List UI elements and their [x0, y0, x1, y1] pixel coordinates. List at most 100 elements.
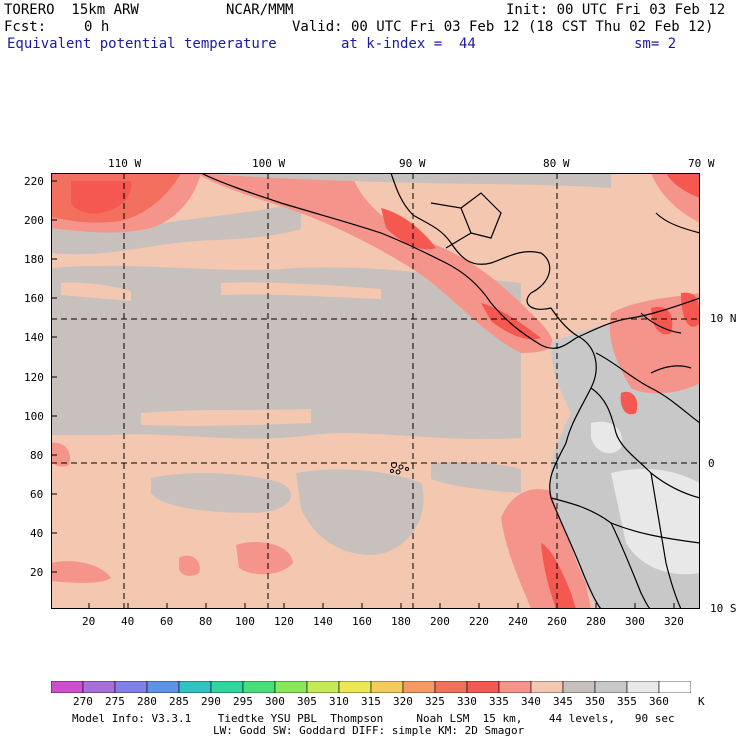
model-info: Model Info: V3.3.1 Tiedtke YSU PBL Thomp… [72, 712, 675, 725]
colorbar-label: 310 [329, 695, 349, 708]
y-tick-label: 220 [24, 175, 44, 188]
caribbean-warm-335 [666, 173, 700, 198]
y-tick-label: 120 [24, 371, 44, 384]
lon-label-90w: 90 W [399, 157, 426, 170]
lon-label-100w: 100 W [252, 157, 286, 170]
northern-sa-warm-335 [651, 306, 673, 335]
y-tick-label: 160 [24, 292, 44, 305]
axis-ticks [51, 180, 675, 609]
northern-sa-warm-335 [681, 292, 700, 327]
colorbar-label: 330 [457, 695, 477, 708]
colorbar-label: 300 [265, 695, 285, 708]
x-tick-label: 160 [352, 615, 372, 628]
y-tick-label: 180 [24, 253, 44, 266]
lon-label-110w: 110 W [108, 157, 142, 170]
y-tick-label: 140 [24, 331, 44, 344]
model-title: TORERO 15km ARW [4, 2, 139, 18]
x-tick-label: 200 [430, 615, 450, 628]
colorbar-label: 315 [361, 695, 381, 708]
colorbar-swatch [146, 681, 180, 693]
southern-patch-350 [151, 472, 291, 513]
colorbar-swatch [114, 681, 148, 693]
smoothing: sm= 2 [634, 36, 677, 52]
lon-label-80w: 80 W [543, 157, 570, 170]
forecast-hour: 0 h [84, 19, 110, 35]
physics-info: LW: Godd SW: Goddard DIFF: simple KM: 2D… [213, 724, 525, 737]
x-tick-label: 100 [235, 615, 255, 628]
colorbar-swatch [466, 681, 500, 693]
coastal-warm-335 [541, 543, 576, 609]
y-tick-label: 40 [30, 527, 44, 540]
ocean-warm-streak [221, 282, 381, 299]
subtropical-band-350 [51, 203, 301, 255]
colorbar-label: 355 [617, 695, 637, 708]
colorbar-label: 335 [489, 695, 509, 708]
colorbar-swatch [338, 681, 372, 693]
colorbar-label: 305 [297, 695, 317, 708]
colorbar-swatch [242, 681, 276, 693]
colorbar-label: 345 [553, 695, 573, 708]
colorbar-unit: K [698, 695, 705, 708]
colorbar-label: 320 [393, 695, 413, 708]
x-tick-label: 20 [82, 615, 96, 628]
southern-patch-350 [296, 469, 424, 555]
ocean-warm-streak [61, 282, 131, 301]
colorbar-label: 280 [137, 695, 157, 708]
lat-label-eq: 0 [708, 457, 715, 470]
x-tick-label: 280 [586, 615, 606, 628]
colorbar-label: 270 [73, 695, 93, 708]
field-name: Equivalent potential temperature [7, 36, 277, 52]
x-tick-label: 60 [160, 615, 174, 628]
colorbar-swatch [274, 681, 308, 693]
x-tick-label: 140 [313, 615, 333, 628]
y-tick-label: 80 [30, 449, 44, 462]
x-tick-label: 260 [547, 615, 567, 628]
coastal-warm-335 [381, 208, 436, 250]
colorbar-label: 350 [585, 695, 605, 708]
colorbar-label: 340 [521, 695, 541, 708]
colorbar-label: 290 [201, 695, 221, 708]
init-time: Init: 00 UTC Fri 03 Feb 12 [506, 2, 726, 18]
lat-label-10n: 10 N [710, 312, 737, 325]
map-plot [51, 173, 700, 609]
colorbar-swatch [434, 681, 468, 693]
colorbar-label: 325 [425, 695, 445, 708]
y-tick-label: 20 [30, 566, 44, 579]
valid-time: Valid: 00 UTC Fri 03 Feb 12 (18 CST Thu … [292, 19, 714, 35]
andes-cool-360 [611, 468, 700, 575]
colorbar-swatch [370, 681, 404, 693]
highland-cool-360 [591, 421, 622, 454]
coastal-warm-335 [481, 303, 541, 340]
warm-blob [236, 542, 293, 575]
ocean-warm-streak [141, 409, 311, 426]
colorbar-swatch [306, 681, 340, 693]
coastal-warm-340 [196, 173, 553, 353]
warm-core-335 [71, 181, 132, 214]
y-tick-label: 60 [30, 488, 44, 501]
colorbar-swatch [82, 681, 116, 693]
x-tick-label: 40 [121, 615, 135, 628]
x-tick-label: 240 [508, 615, 528, 628]
map-frame [51, 173, 700, 609]
warm-blob [179, 555, 200, 576]
y-tick-label: 200 [24, 214, 44, 227]
colorbar-swatch [658, 681, 691, 693]
colorbar-label: 275 [105, 695, 125, 708]
equatorial-band-350 [51, 265, 521, 440]
colorbar-swatch [498, 681, 532, 693]
colorbar-swatch [51, 681, 84, 693]
x-tick-label: 180 [391, 615, 411, 628]
colorbar-swatch [626, 681, 660, 693]
colorbar-label: 360 [649, 695, 669, 708]
southern-patch-350 [431, 462, 521, 493]
colorbar [51, 681, 691, 693]
forecast-label: Fcst: [4, 19, 47, 35]
colorbar-label: 295 [233, 695, 253, 708]
colorbar-swatch [594, 681, 628, 693]
x-tick-label: 80 [199, 615, 213, 628]
x-tick-label: 120 [274, 615, 294, 628]
warm-blob [51, 561, 111, 583]
warm-blob [51, 442, 71, 467]
colorbar-label: 285 [169, 695, 189, 708]
colorbar-swatch [530, 681, 564, 693]
